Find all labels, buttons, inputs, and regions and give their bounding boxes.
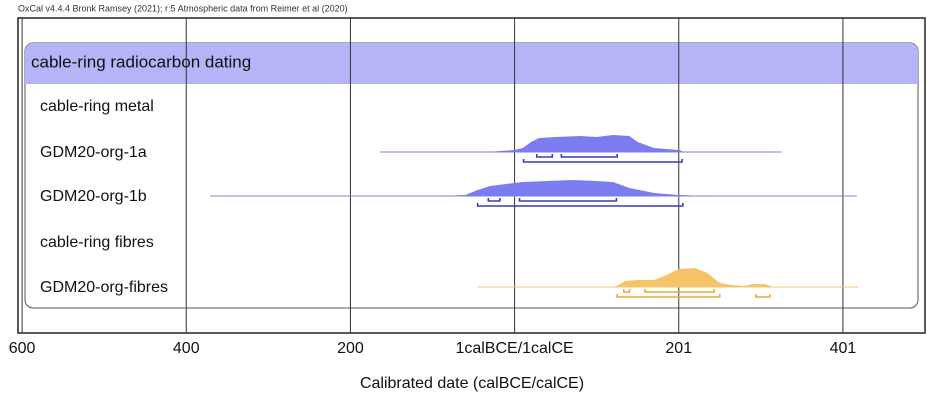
x-axis-label: Calibrated date (calBCE/calCE) [360, 375, 584, 392]
group-header [25, 43, 918, 84]
range-bracket [622, 289, 631, 293]
row-label: cable-ring fibres [40, 234, 154, 251]
density [439, 180, 710, 196]
plot-frame [17, 17, 926, 334]
x-tick-label: 201 [665, 340, 692, 357]
row-label: GDM20-org-fibres [40, 279, 168, 296]
density [486, 135, 685, 152]
group-label: cable-ring radiocarbon dating [31, 52, 251, 71]
range-bracket [535, 154, 554, 158]
x-tick-label: 600 [9, 340, 36, 357]
x-tick-label: 401 [830, 340, 857, 357]
x-tick-label: 200 [337, 340, 364, 357]
row-label: cable-ring metal [40, 98, 154, 115]
range-bracket [644, 289, 715, 293]
row-label: GDM20-org-1a [40, 144, 147, 161]
row-label: GDM20-org-1b [40, 188, 147, 205]
density [614, 268, 774, 287]
chart-title: OxCal v4.4.4 Bronk Ramsey (2021); r:5 At… [18, 3, 348, 13]
range-bracket [518, 198, 618, 202]
x-tick-label: 400 [173, 340, 200, 357]
range-bracket [487, 198, 501, 202]
range-bracket [560, 154, 618, 158]
range-bracket [755, 294, 771, 298]
range-bracket [522, 159, 683, 163]
x-tick-label: 1calBCE/1calCE [455, 340, 573, 357]
range-bracket [476, 203, 684, 207]
range-bracket [616, 294, 721, 298]
